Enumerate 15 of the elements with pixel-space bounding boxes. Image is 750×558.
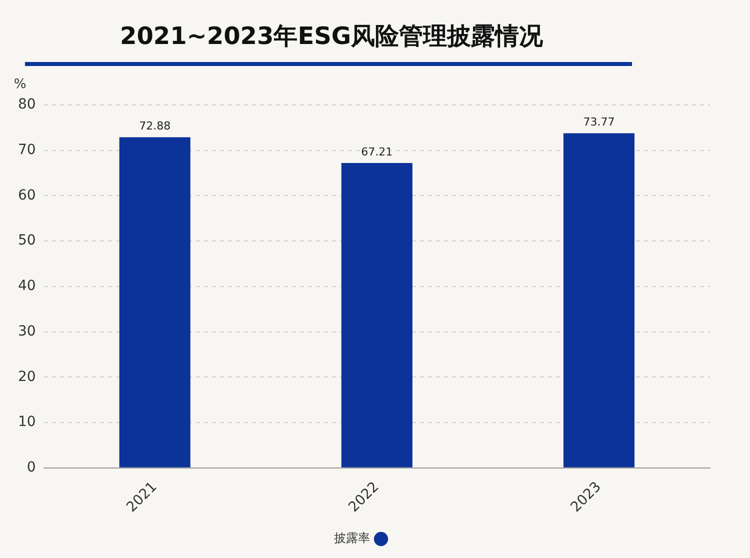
data-label: 73.77 xyxy=(583,116,615,129)
y-tick-label: 70 xyxy=(18,142,36,158)
chart-title: 2021~2023年ESG风险管理披露情况 xyxy=(120,21,544,52)
y-tick-label: 10 xyxy=(18,414,36,430)
y-tick-label: 80 xyxy=(18,96,36,113)
y-tick-label: 20 xyxy=(18,368,36,385)
y-axis-title: % xyxy=(14,76,26,92)
y-tick-label: 0 xyxy=(26,460,36,476)
y-tick-label: 30 xyxy=(18,323,36,340)
data-label: 72.88 xyxy=(139,120,171,133)
legend-label: 披露率 xyxy=(334,531,370,546)
y-tick-label: 60 xyxy=(18,187,36,204)
y-tick-label: 40 xyxy=(18,278,36,294)
y-tick-label: 50 xyxy=(18,232,36,249)
data-label: 67.21 xyxy=(361,145,393,158)
